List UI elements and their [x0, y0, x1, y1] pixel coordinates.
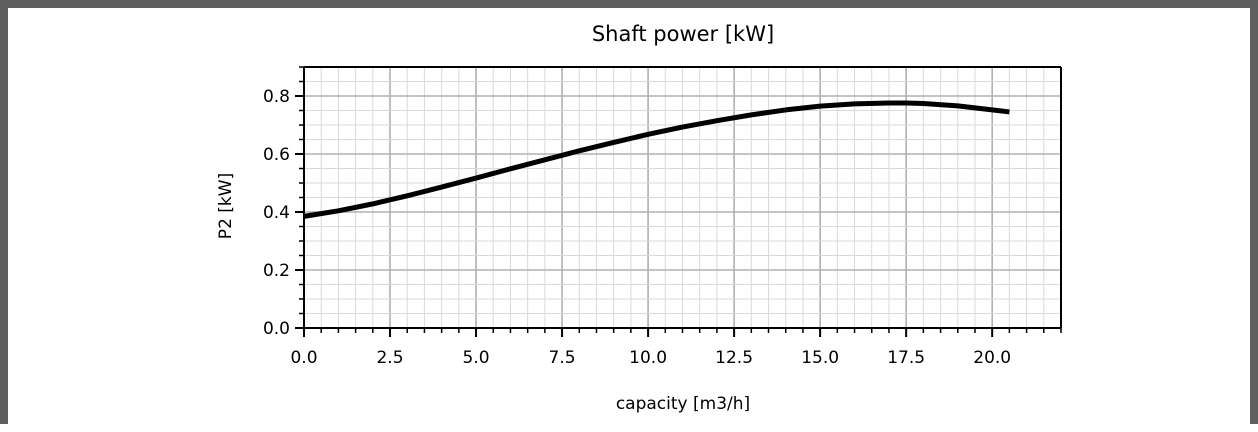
- x-tick-label: 12.5: [715, 348, 753, 368]
- y-tick-label: 0.4: [263, 203, 290, 223]
- series-line: [303, 100, 1010, 219]
- ticks: 0.0 2.5 5.0 7.5 10.0 12.5 15.0 17.5 20.0 0.0 0.2 0.…: [263, 66, 1062, 368]
- x-tick-label: 15.0: [801, 348, 839, 368]
- chart-title: Shaft power [kW]: [592, 22, 774, 46]
- y-tick-label: 0.2: [263, 261, 290, 281]
- y-axis-label: P2 [kW]: [216, 173, 236, 239]
- x-tick-label: 10.0: [629, 348, 667, 368]
- x-tick-label: 2.5: [376, 348, 403, 368]
- y-tick-label: 0.6: [263, 145, 290, 165]
- y-tick-label: 0.8: [263, 87, 290, 107]
- shaft-power-chart: 0.0 2.5 5.0 7.5 10.0 12.5 15.0 17.5 20.0 0.0 0.2 0.…: [216, 22, 1062, 414]
- y-tick-label: 0.0: [263, 319, 290, 339]
- x-axis-label: capacity [m3/h]: [616, 394, 750, 414]
- x-tick-label: 5.0: [463, 348, 490, 368]
- x-tick-label: 17.5: [887, 348, 925, 368]
- x-tick-label: 20.0: [973, 348, 1011, 368]
- x-tick-label: 0.0: [290, 348, 317, 368]
- grid: [303, 66, 1062, 329]
- series-layer: [303, 100, 1010, 219]
- x-tick-label: 7.5: [549, 348, 576, 368]
